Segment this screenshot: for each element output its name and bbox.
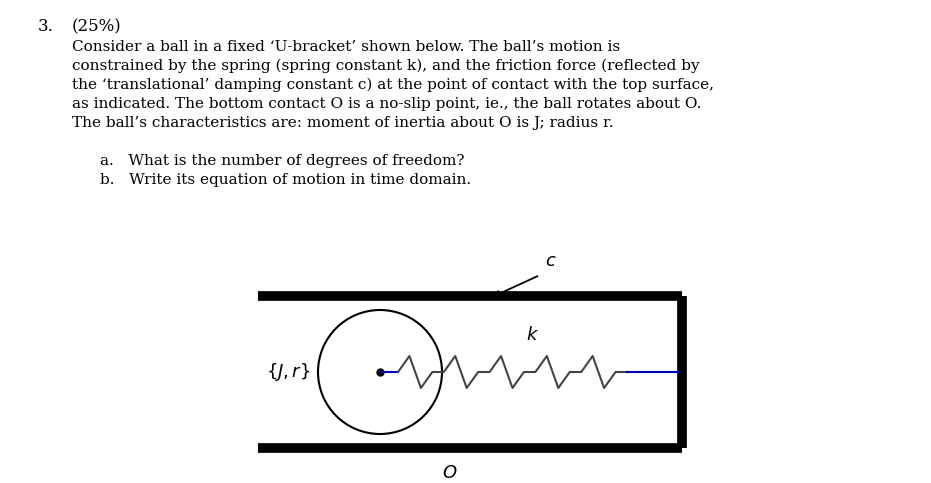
Text: Consider a ball in a fixed ‘U-bracket’ shown below. The ball’s motion is: Consider a ball in a fixed ‘U-bracket’ s…	[72, 40, 620, 54]
Text: as indicated. The bottom contact O is a no-slip point, ie., the ball rotates abo: as indicated. The bottom contact O is a …	[72, 97, 701, 111]
Text: $k$: $k$	[526, 326, 539, 344]
Text: constrained by the spring (spring constant k), and the friction force (reflected: constrained by the spring (spring consta…	[72, 59, 699, 73]
Text: $\{J,r\}$: $\{J,r\}$	[266, 361, 311, 383]
Text: $c$: $c$	[545, 252, 557, 270]
Text: (25%): (25%)	[72, 18, 122, 35]
Text: the ‘translational’ damping constant c) at the point of contact with the top sur: the ‘translational’ damping constant c) …	[72, 78, 714, 92]
Text: $O$: $O$	[442, 464, 458, 482]
Text: a.   What is the number of degrees of freedom?: a. What is the number of degrees of free…	[100, 154, 465, 168]
Text: 3.: 3.	[38, 18, 54, 35]
Text: b.   Write its equation of motion in time domain.: b. Write its equation of motion in time …	[100, 173, 471, 187]
Text: The ball’s characteristics are: moment of inertia about O is J; radius r.: The ball’s characteristics are: moment o…	[72, 116, 614, 130]
